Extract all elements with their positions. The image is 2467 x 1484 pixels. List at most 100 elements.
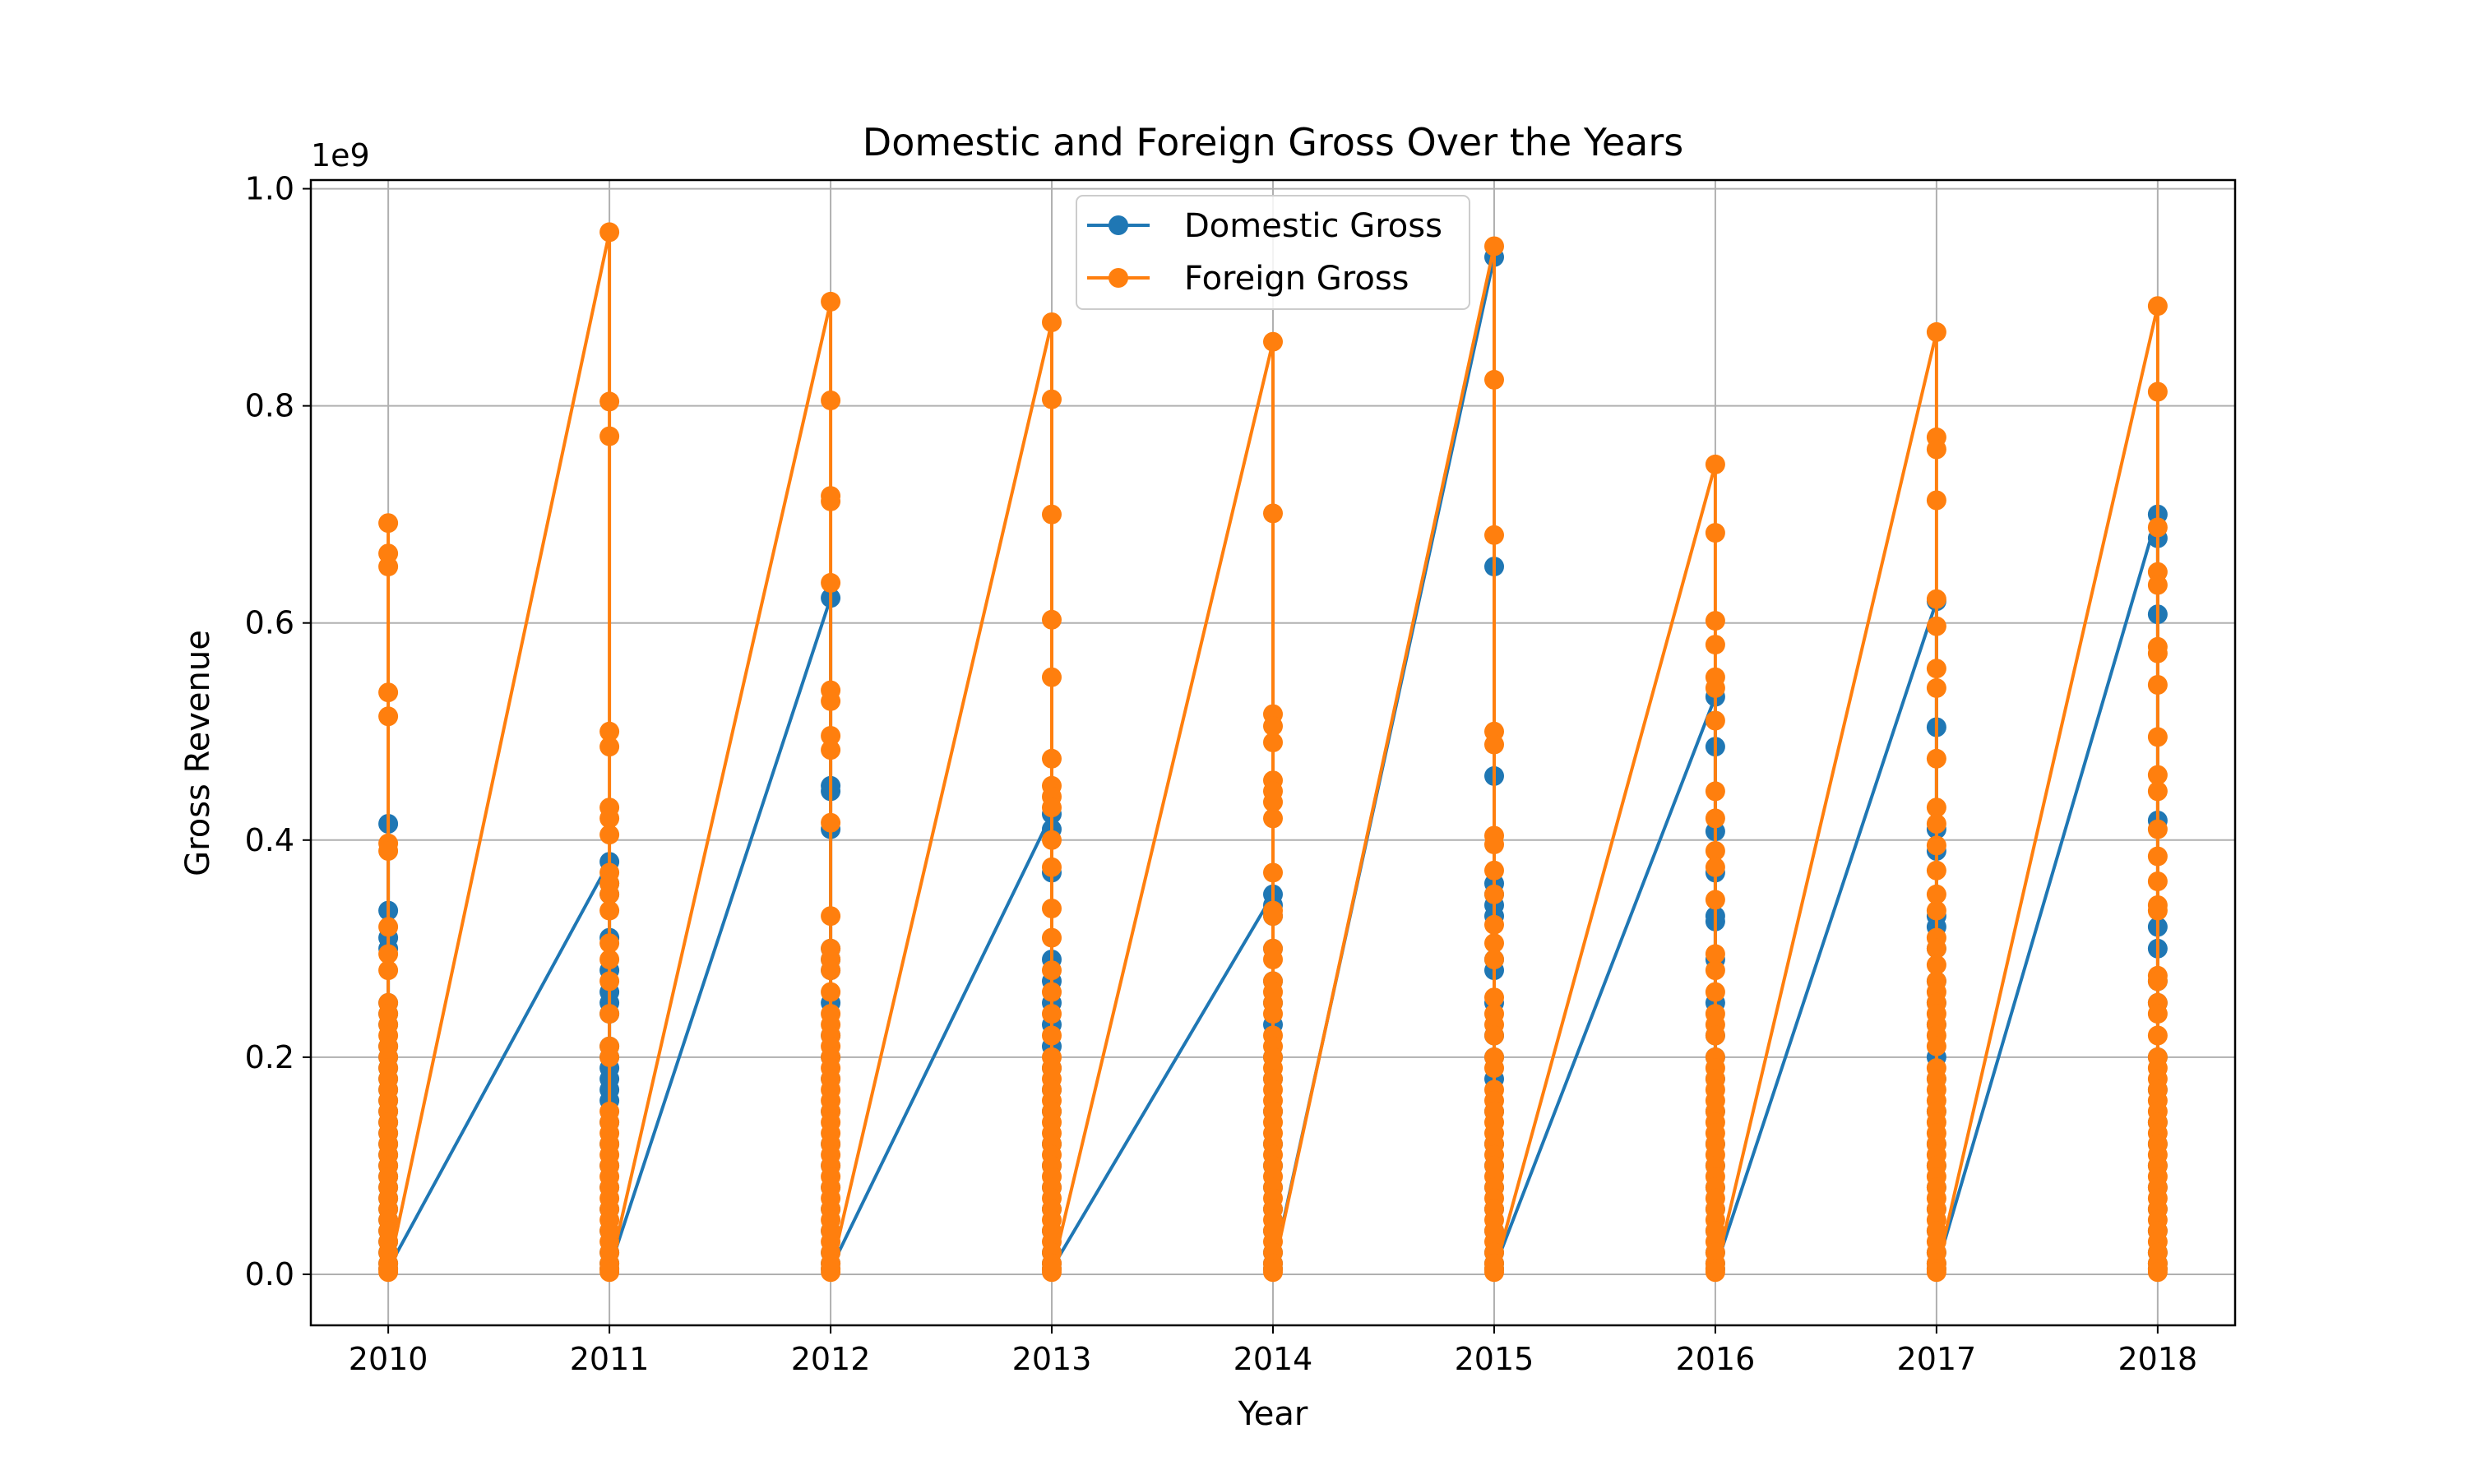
data-point	[1926, 748, 1946, 769]
data-point	[2147, 296, 2168, 317]
data-point	[2147, 781, 2168, 802]
data-point	[1042, 312, 1062, 332]
x-tick-label: 2018	[2118, 1341, 2198, 1377]
data-point	[1705, 857, 1725, 877]
data-point	[2147, 575, 2168, 595]
data-point	[1926, 938, 1946, 959]
data-point	[2147, 1004, 2168, 1024]
data-point	[599, 391, 620, 412]
data-point	[1926, 589, 1946, 609]
y-tick-label: 0.8	[245, 388, 294, 424]
data-point	[599, 950, 620, 969]
data-point	[2147, 517, 2168, 538]
data-point	[1926, 860, 1946, 881]
data-point	[1705, 635, 1725, 655]
data-point	[599, 825, 620, 845]
series-1	[378, 222, 2168, 1283]
y-tick-label: 0.6	[245, 605, 294, 641]
data-point	[1042, 1262, 1062, 1283]
data-point	[378, 1262, 399, 1283]
data-point	[821, 960, 841, 981]
y-offset-label: 1e9	[311, 137, 370, 173]
data-point	[821, 982, 841, 1002]
data-point	[1705, 710, 1725, 731]
data-point	[378, 917, 399, 937]
data-point	[599, 1004, 620, 1024]
data-point	[1926, 797, 1946, 818]
data-point	[1705, 454, 1725, 474]
data-point	[599, 721, 620, 742]
data-point	[2147, 1025, 2168, 1046]
y-tick-label: 0.2	[245, 1039, 294, 1075]
data-point	[599, 884, 620, 904]
data-point	[378, 682, 399, 703]
y-axis-label: Gross Revenue	[179, 630, 217, 876]
data-point	[1484, 525, 1504, 545]
data-point	[599, 900, 620, 921]
data-point	[599, 971, 620, 992]
data-point	[1926, 677, 1946, 698]
data-point	[1705, 982, 1725, 1002]
data-point	[599, 426, 620, 446]
data-point	[1042, 1004, 1062, 1024]
data-point	[1484, 987, 1504, 1008]
y-tick-label: 0.4	[245, 822, 294, 858]
legend-label-foreign: Foreign Gross	[1184, 260, 1409, 298]
data-point	[378, 944, 399, 964]
data-point	[1042, 960, 1062, 981]
data-point	[1926, 659, 1946, 679]
data-point	[1926, 900, 1946, 921]
data-point	[2147, 1262, 2168, 1283]
x-tick-label: 2013	[1012, 1341, 1092, 1377]
data-point	[2147, 675, 2168, 695]
data-point	[1926, 884, 1946, 904]
data-point	[1705, 841, 1725, 861]
data-point	[1263, 1262, 1283, 1283]
data-point	[2147, 727, 2168, 747]
data-point	[1484, 1025, 1504, 1046]
data-point	[821, 906, 841, 927]
data-point	[1926, 439, 1946, 460]
data-point	[378, 706, 399, 727]
data-point	[821, 572, 841, 593]
data-point	[378, 557, 399, 577]
data-point	[1042, 748, 1062, 769]
x-tick-label: 2010	[349, 1341, 428, 1377]
data-point	[599, 808, 620, 829]
data-point	[821, 491, 841, 511]
data-point	[599, 222, 620, 243]
data-point	[821, 291, 841, 312]
data-point	[1926, 955, 1946, 975]
x-tick-label: 2015	[1455, 1341, 1534, 1377]
data-point	[2147, 846, 2168, 867]
data-point	[2147, 900, 2168, 921]
data-point	[1705, 1025, 1725, 1046]
x-axis-label: Year	[1238, 1395, 1308, 1433]
data-point	[599, 1262, 620, 1283]
data-point	[1484, 860, 1504, 881]
data-point	[1042, 389, 1062, 409]
data-point	[2147, 765, 2168, 785]
data-point	[1263, 862, 1283, 883]
x-tick-label: 2011	[570, 1341, 650, 1377]
data-point	[821, 391, 841, 410]
data-point	[1484, 734, 1504, 755]
data-point	[1263, 1004, 1283, 1024]
data-point	[1926, 814, 1946, 834]
legend-label-domestic: Domestic Gross	[1184, 207, 1442, 245]
data-point	[1926, 490, 1946, 511]
data-point	[821, 812, 841, 833]
data-point	[1263, 331, 1283, 352]
data-point	[1484, 236, 1504, 257]
data-point	[1042, 667, 1062, 687]
data-point	[1263, 950, 1283, 969]
x-tick-label: 2014	[1234, 1341, 1313, 1377]
data-point	[821, 726, 841, 746]
data-point	[1042, 609, 1062, 630]
legend: Domestic Gross Foreign Gross	[1076, 195, 1470, 310]
x-tick-label: 2012	[791, 1341, 871, 1377]
data-point	[599, 1047, 620, 1067]
data-point	[378, 841, 399, 861]
